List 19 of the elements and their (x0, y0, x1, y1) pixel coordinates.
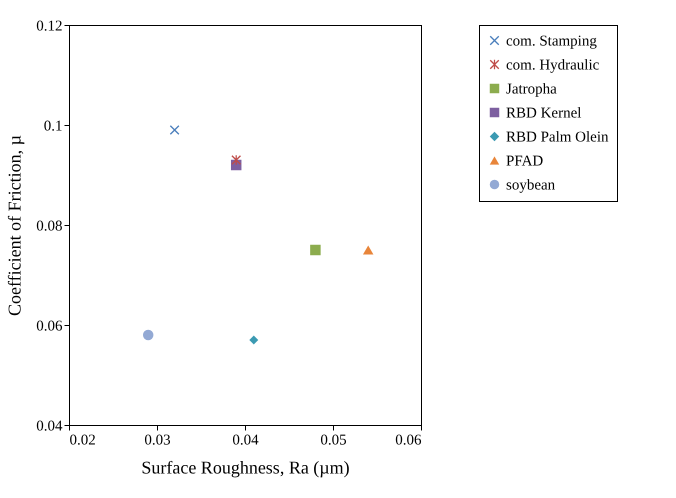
x-tick-label: 0.03 (144, 432, 171, 448)
legend-label: soybean (506, 178, 556, 194)
y-tick-label: 0.1 (44, 118, 62, 134)
x-tick-label: 0.05 (320, 432, 347, 448)
y-axis-title: Coefficient of Friction, µ (4, 134, 24, 316)
y-tick-label: 0.12 (36, 18, 62, 34)
legend-label: com. Stamping (506, 34, 598, 50)
legend-label: RBD Palm Olein (506, 130, 609, 146)
legend-label: Jatropha (506, 82, 558, 98)
x-axis-title: Surface Roughness, Ra (µm) (141, 458, 350, 478)
legend-label: PFAD (506, 154, 544, 170)
legend-label: com. Hydraulic (506, 58, 600, 74)
y-tick-label: 0.04 (36, 418, 63, 434)
y-tick-label: 0.08 (36, 218, 62, 234)
x-tick-label: 0.06 (395, 432, 422, 448)
y-tick-label: 0.06 (36, 318, 63, 334)
legend-label: RBD Kernel (506, 106, 582, 122)
x-tick-label: 0.04 (232, 432, 260, 448)
x-tick-label: 0.02 (70, 432, 96, 448)
